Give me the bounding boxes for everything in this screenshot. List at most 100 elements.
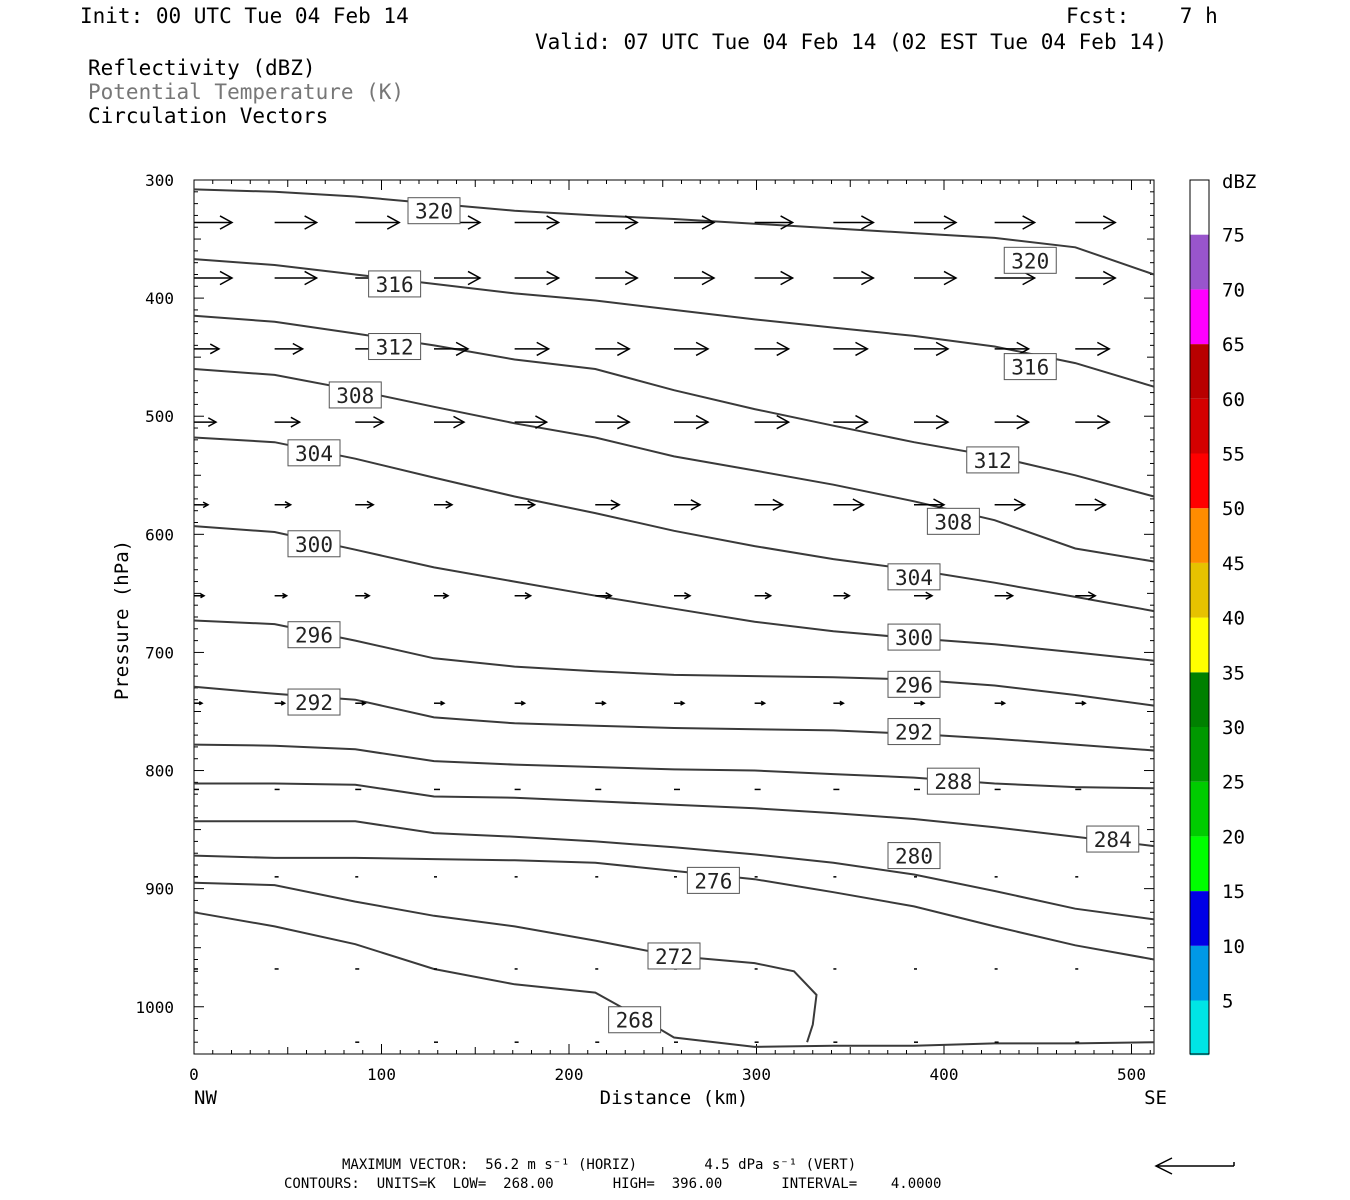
wind-vector xyxy=(595,414,631,430)
wind-vector xyxy=(833,700,845,706)
contour-label-284: 284 xyxy=(1094,828,1132,852)
contour-292 xyxy=(193,685,1155,752)
contour-label-box xyxy=(407,197,461,225)
wind-vector xyxy=(1075,700,1087,706)
contour-280 xyxy=(194,820,1155,921)
wind-vector xyxy=(434,341,470,357)
wind-vector xyxy=(994,700,1007,706)
wind-vector xyxy=(274,342,305,355)
contour-label-276: 276 xyxy=(694,869,732,893)
axis-tick-labels: 300 400 500 600 700 800 900 1000 0 100 200 300 400 50… xyxy=(135,171,1145,1084)
wind-vector xyxy=(514,215,561,230)
wind-vector xyxy=(355,416,385,429)
wind-vector xyxy=(194,270,234,286)
contour-lines xyxy=(193,188,1155,1048)
wind-vector xyxy=(833,592,851,600)
wind-vector xyxy=(833,341,869,357)
contour-label-296: 296 xyxy=(295,624,333,648)
colorbar-label: 20 xyxy=(1222,826,1245,848)
colorbar-label: 60 xyxy=(1222,389,1245,411)
y-tick-label: 400 xyxy=(145,289,174,308)
colorbar-label: 70 xyxy=(1222,279,1245,301)
wind-vector xyxy=(674,499,702,511)
contour-label-box xyxy=(368,333,422,361)
wind-vector xyxy=(595,592,613,600)
x-tick-label: 400 xyxy=(930,1065,959,1084)
colorbar-label: 65 xyxy=(1222,334,1245,356)
wind-vector xyxy=(595,499,621,511)
wind-vector xyxy=(514,700,527,706)
colorbar-segment xyxy=(1190,945,1209,1001)
wind-vector xyxy=(1075,341,1111,357)
x-tick-label: 0 xyxy=(189,1065,199,1084)
colorbar-segment xyxy=(1190,562,1209,618)
wind-vector xyxy=(754,215,795,230)
wind-vector xyxy=(514,415,549,429)
contour-label-box xyxy=(686,866,740,894)
colorbar-label: 35 xyxy=(1222,662,1245,684)
wind-vector xyxy=(833,215,875,230)
x-end-label-se: SE xyxy=(1144,1087,1167,1109)
colorbar-title: dBZ xyxy=(1222,171,1256,193)
x-tick-label: 300 xyxy=(742,1065,771,1084)
x-tick-label: 100 xyxy=(367,1065,396,1084)
colorbar-label: 40 xyxy=(1222,608,1245,630)
colorbar-segment xyxy=(1190,836,1209,892)
colorbar-segment xyxy=(1190,891,1209,946)
contour-label-304: 304 xyxy=(295,442,333,466)
contour-label-box xyxy=(1086,825,1140,853)
contour-label-308: 308 xyxy=(336,384,374,408)
wind-vector xyxy=(1075,270,1117,286)
colorbar-label: 5 xyxy=(1222,991,1233,1013)
colorbar-segment-top xyxy=(1190,180,1209,235)
contour-label-box xyxy=(647,942,701,970)
wind-vector xyxy=(355,215,401,230)
y-tick-label: 1000 xyxy=(135,998,174,1017)
y-axis-title: Pressure (hPa) xyxy=(111,540,133,700)
x-tick-label: 200 xyxy=(555,1065,584,1084)
wind-vector xyxy=(994,591,1015,600)
wind-vector xyxy=(994,215,1037,230)
wind-vector xyxy=(1075,498,1107,512)
contours-note: CONTOURS: UNITS=K LOW= 268.00 HIGH= 396.… xyxy=(284,1176,942,1192)
contour-label-308: 308 xyxy=(934,510,972,534)
colorbar-label: 10 xyxy=(1222,936,1245,958)
contour-label-box xyxy=(368,270,422,298)
colorbar-segment xyxy=(1190,289,1209,345)
max-vector-note: MAXIMUM VECTOR: 56.2 m s⁻¹ (HORIZ) 4.5 d… xyxy=(342,1157,857,1173)
init-time: Init: 00 UTC Tue 04 Feb 14 xyxy=(80,4,409,28)
wind-vector xyxy=(1075,591,1097,601)
contour-label-box xyxy=(887,563,941,591)
field-potential-temperature: Potential Temperature (K) xyxy=(88,80,405,104)
wind-vector xyxy=(434,592,450,600)
contour-label-box xyxy=(926,767,980,795)
y-tick-label: 300 xyxy=(145,171,174,190)
colorbar-label: 25 xyxy=(1222,772,1245,794)
contour-288 xyxy=(193,743,1155,790)
contour-276 xyxy=(193,854,1155,961)
colorbar-frame xyxy=(1189,179,1210,1055)
contour-label-box xyxy=(887,670,941,698)
colorbar-segment xyxy=(1190,234,1209,290)
contour-label-box xyxy=(328,381,382,409)
wind-vector xyxy=(274,215,319,230)
wind-vector xyxy=(914,215,958,230)
contour-272 xyxy=(193,881,818,1043)
valid-time: Valid: 07 UTC Tue 04 Feb 14 (02 EST Tue … xyxy=(535,30,1168,54)
wind-vector xyxy=(754,414,791,430)
colorbar-label: 75 xyxy=(1222,225,1245,247)
wind-vector xyxy=(1075,215,1117,230)
x-axis-title: Distance (km) xyxy=(600,1087,749,1109)
contour-label-292: 292 xyxy=(895,721,933,745)
contour-label-box xyxy=(887,623,941,651)
contour-label-box xyxy=(1003,246,1057,274)
wind-vector xyxy=(595,700,607,706)
wind-vector xyxy=(833,414,869,430)
contour-label-box xyxy=(1003,353,1057,381)
wind-vector xyxy=(914,700,926,706)
contour-300 xyxy=(193,525,1155,662)
colorbar-label: 55 xyxy=(1222,444,1245,466)
colorbar-segment xyxy=(1190,508,1209,563)
contour-label-316: 316 xyxy=(376,273,414,297)
